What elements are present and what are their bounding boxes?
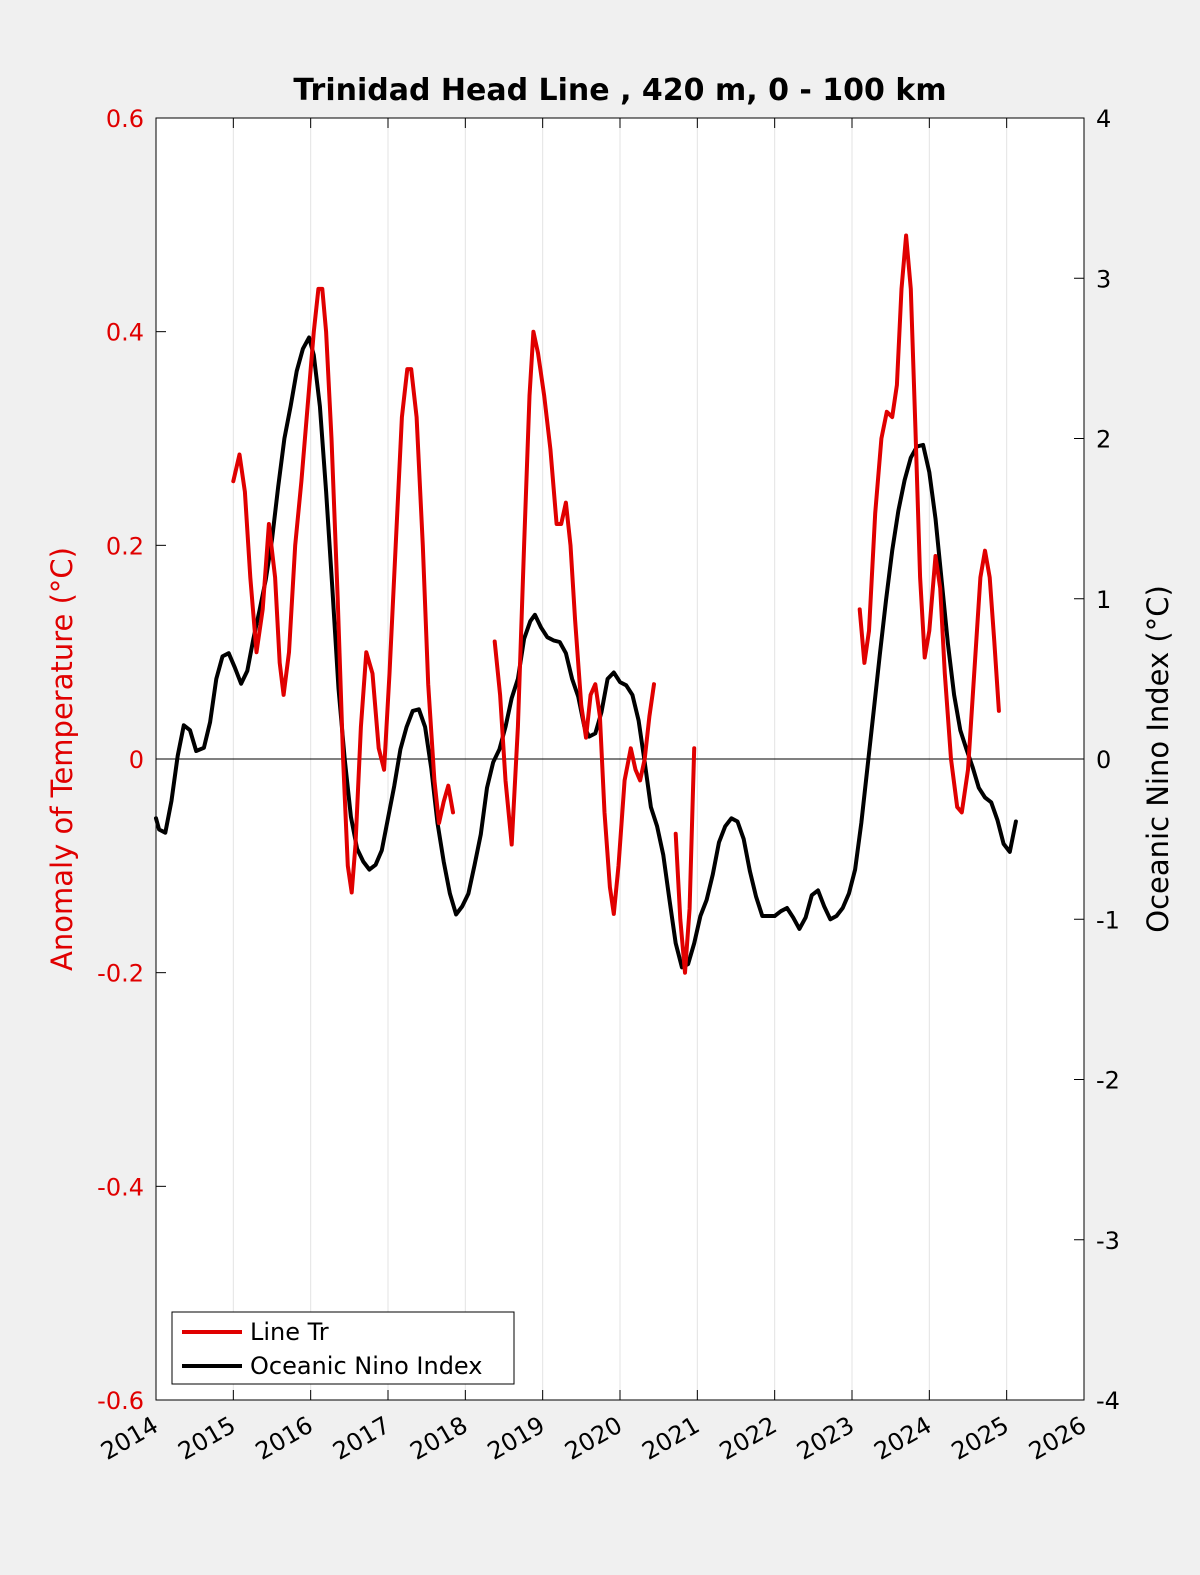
left-axis: -0.6 -0.4 -0.2 0 0.2 0.4 0.6	[97, 105, 166, 1415]
y-left-tick-label: -0.4	[97, 1173, 144, 1201]
left-axis-label: Anomaly of Temperature (°C)	[45, 547, 79, 971]
y-left-tick-label: 0.2	[106, 532, 144, 560]
y-right-tick-label: -4	[1096, 1387, 1120, 1415]
x-tick-label: 2026	[1024, 1411, 1091, 1466]
y-right-tick-label: 2	[1096, 426, 1111, 454]
y-right-tick-label: 1	[1096, 586, 1111, 614]
series-line-tr-segment-3	[857, 233, 1001, 815]
y-left-tick-label: -0.2	[97, 960, 144, 988]
y-right-tick-label: -3	[1096, 1227, 1120, 1255]
x-tick-label: 2019	[483, 1411, 550, 1466]
x-tick-label: 2020	[560, 1411, 627, 1466]
right-axis: -4 -3 -2 -1 0 1 2 3 4	[1074, 105, 1120, 1415]
y-right-tick-label: -2	[1096, 1067, 1120, 1095]
legend-label-oni: Oceanic Nino Index	[250, 1352, 482, 1380]
series-lines	[154, 233, 1018, 975]
x-tick-label: 2025	[947, 1411, 1014, 1466]
x-tick-label: 2017	[328, 1411, 395, 1466]
y-left-tick-label: 0.6	[106, 105, 144, 133]
x-tick-label: 2016	[251, 1411, 318, 1466]
legend-box	[171, 1311, 515, 1385]
x-tick-label: 2022	[715, 1411, 782, 1466]
x-tick-label: 2015	[173, 1411, 240, 1466]
y-right-tick-label: 0	[1096, 746, 1111, 774]
x-tick-label: 2021	[637, 1411, 704, 1466]
legend: Line Tr Oceanic Nino Index	[171, 1311, 515, 1385]
y-left-tick-label: -0.6	[97, 1387, 144, 1415]
series-line-tr-segment-0	[231, 286, 455, 895]
series-line-tr-segment-2	[673, 746, 697, 975]
y-right-tick-label: -1	[1096, 906, 1120, 934]
right-axis-label: Oceanic Nino Index (°C)	[1141, 585, 1175, 933]
y-left-tick-label: 0.4	[106, 319, 144, 347]
series-line-tr-segment-1	[492, 329, 656, 916]
x-tick-label: 2024	[869, 1411, 936, 1466]
y-left-tick-label: 0	[129, 746, 144, 774]
chart-title: Trinidad Head Line , 420 m, 0 - 100 km	[293, 73, 946, 108]
x-tick-label: 2014	[96, 1411, 163, 1466]
y-right-tick-label: 4	[1096, 105, 1111, 133]
legend-label-line-tr: Line Tr	[250, 1318, 329, 1346]
y-right-tick-label: 3	[1096, 265, 1111, 293]
x-tick-label: 2023	[792, 1411, 859, 1466]
x-tick-label: 2018	[405, 1411, 472, 1466]
